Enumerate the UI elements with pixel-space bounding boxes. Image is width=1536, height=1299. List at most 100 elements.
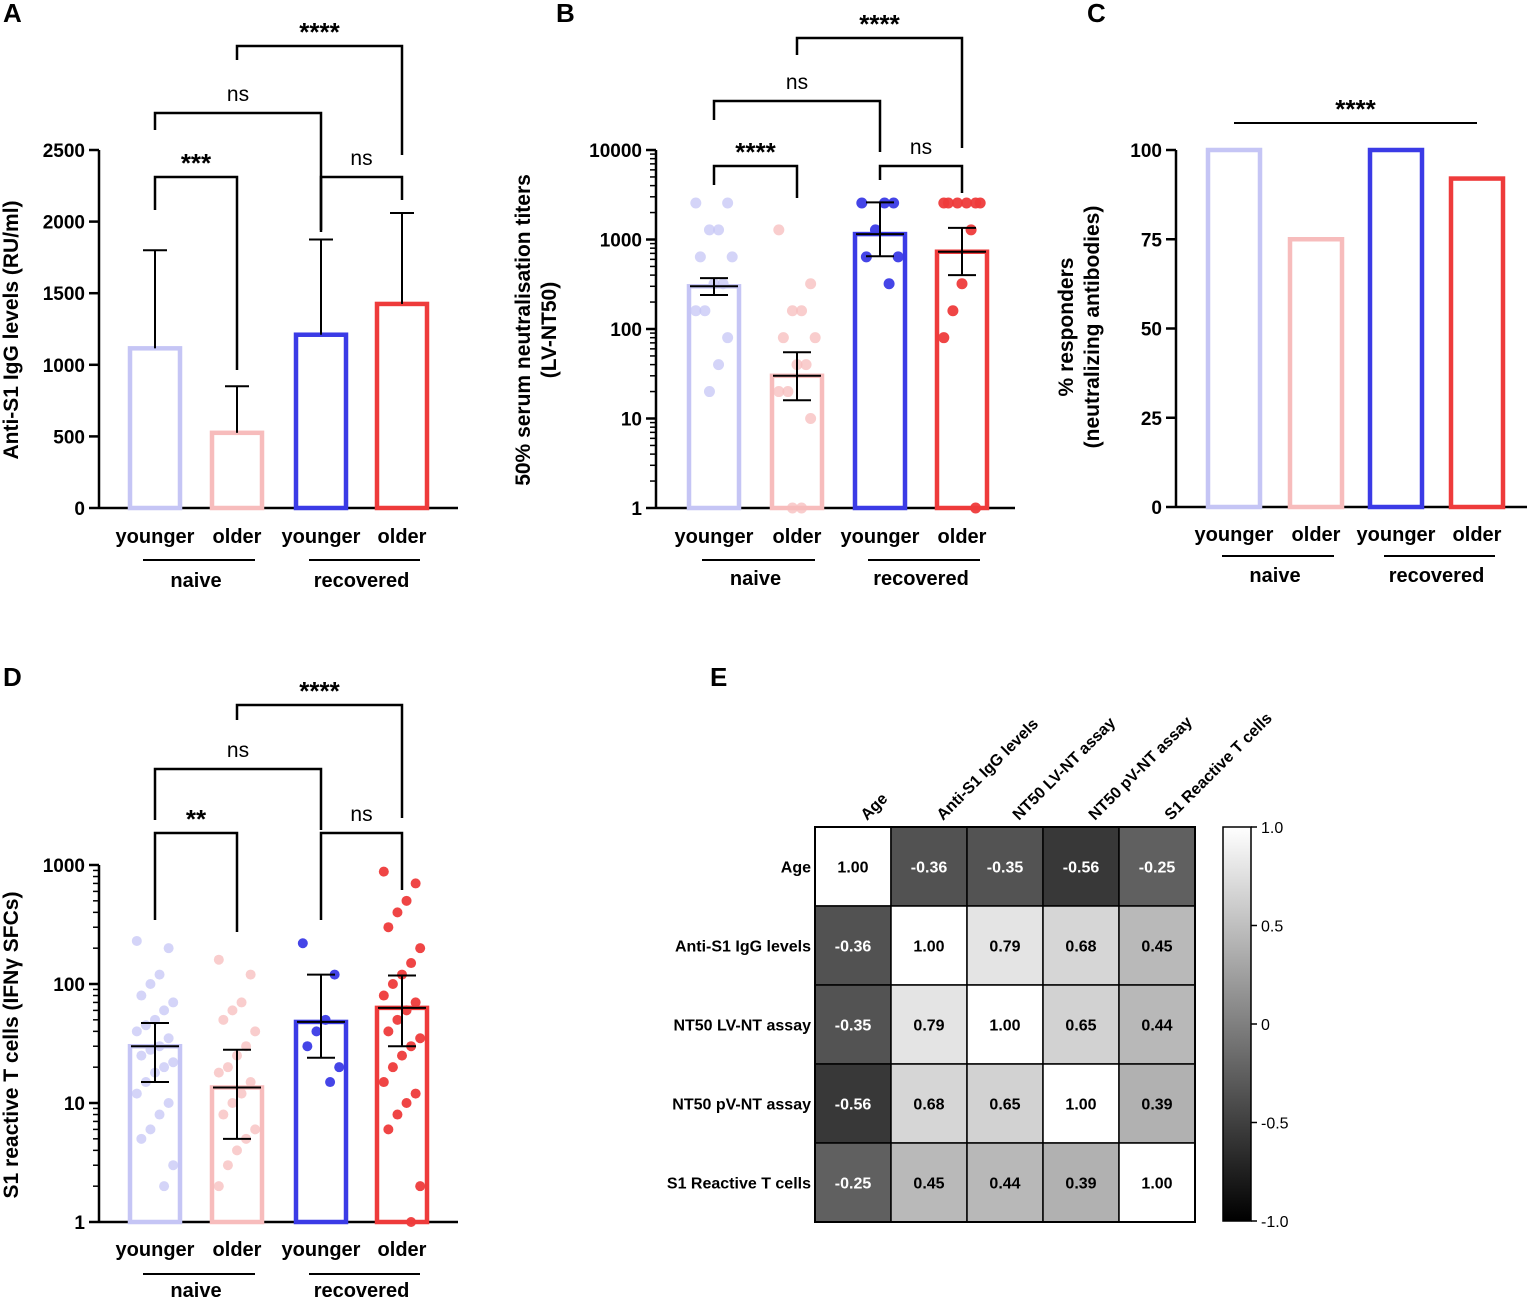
y-tick-label: 1000 — [43, 856, 85, 877]
y-tick-label: 1500 — [43, 284, 85, 305]
y-tick-label: 1 — [74, 1213, 85, 1234]
data-point — [325, 1077, 336, 1088]
data-point — [387, 1062, 398, 1073]
category-label: older — [938, 526, 987, 548]
panel-letter: D — [3, 662, 22, 692]
heatmap-value: -0.56 — [1063, 860, 1100, 877]
bar — [293, 332, 349, 511]
data-point — [392, 1014, 403, 1025]
data-point — [145, 979, 156, 989]
y-axis-title-line2: (neutralizing antibodies) — [1081, 206, 1104, 449]
data-point — [383, 1124, 394, 1135]
data-point — [786, 502, 798, 514]
group-label: naive — [730, 568, 781, 590]
panel-c: C 0 25 50 75 100 % responders (neutralizing ant… — [1055, 0, 1527, 587]
category-label: older — [378, 526, 427, 548]
data-point — [131, 1088, 142, 1099]
heatmap-cell — [1042, 984, 1120, 1065]
panel-letter: B — [556, 0, 575, 28]
heatmap-row-label: NT50 pV-NT assay — [672, 1097, 811, 1114]
heatmap-value: 0.45 — [1141, 939, 1172, 956]
significance-label: ns — [227, 83, 249, 106]
data-point — [777, 332, 789, 344]
heatmap-value: 0.68 — [913, 1097, 944, 1114]
category-label: younger — [282, 526, 361, 548]
heatmap-row-label: Age — [781, 860, 811, 877]
heatmap-row-label: S1 Reactive T cells — [667, 1176, 811, 1193]
significance-bracket — [153, 111, 323, 230]
heatmap-value: -0.25 — [1139, 860, 1176, 877]
heatmap-cell — [890, 826, 968, 907]
data-point — [722, 332, 734, 344]
data-point — [805, 278, 817, 290]
group-label: recovered — [873, 568, 969, 590]
data-point — [703, 224, 715, 236]
data-point — [297, 938, 308, 949]
data-point — [796, 502, 808, 514]
heatmap-value: -0.35 — [987, 860, 1024, 877]
heatmap-value: 0.39 — [1141, 1097, 1172, 1114]
y-tick-label: 100 — [1130, 141, 1162, 162]
data-point — [406, 958, 417, 969]
heatmap-cell — [814, 826, 892, 907]
panel-e: E Age Anti-S1 IgG levels NT50 LV-NT assay NT… — [667, 662, 1289, 1231]
colorbar-tick-label: 0.5 — [1261, 919, 1283, 936]
heatmap-value: 1.00 — [1141, 1176, 1172, 1193]
data-point — [415, 1033, 426, 1044]
data-point — [773, 386, 785, 398]
heatmap-cell — [890, 984, 968, 1065]
heatmap-cell — [1042, 905, 1120, 986]
data-point — [713, 359, 725, 371]
significance-bracket — [319, 175, 404, 232]
data-point — [965, 224, 977, 236]
data-point — [213, 1181, 224, 1192]
significance-label: ns — [786, 71, 808, 94]
data-point — [378, 990, 389, 1001]
heatmap-value: 0.44 — [1141, 1018, 1172, 1035]
panel-b: B 1 10 100 1000 10000 50% serum neutralisation… — [512, 0, 1015, 590]
data-point — [136, 990, 147, 1001]
data-point — [136, 1133, 147, 1144]
data-point — [140, 1020, 151, 1031]
y-tick-label: 10000 — [589, 141, 642, 162]
significance-bracket — [153, 831, 239, 932]
heatmap-border — [814, 826, 1196, 1223]
significance-bracket — [235, 703, 404, 818]
y-tick-label: 2000 — [43, 213, 85, 234]
significance-bracket — [712, 99, 882, 152]
y-tick-label: 500 — [53, 427, 85, 448]
data-point — [401, 1098, 412, 1108]
data-point — [690, 305, 702, 317]
heatmap-cell — [890, 1063, 968, 1144]
heatmap-value: -0.36 — [911, 860, 948, 877]
data-point — [218, 1109, 229, 1120]
heatmap-row-label: NT50 LV-NT assay — [673, 1018, 811, 1035]
category-label: older — [378, 1239, 427, 1261]
data-point — [163, 1033, 174, 1044]
colorbar-tick-label: 0 — [1261, 1017, 1270, 1034]
data-point — [397, 1050, 407, 1061]
group-label: recovered — [1389, 565, 1485, 587]
bar — [374, 301, 430, 511]
heatmap-value: 1.00 — [989, 1018, 1020, 1035]
y-tick-label: 1000 — [43, 356, 85, 377]
category-label: younger — [1357, 524, 1436, 546]
data-point — [168, 1160, 179, 1171]
data-point — [154, 1109, 165, 1120]
y-tick-label: 1000 — [600, 231, 642, 252]
colorbar-tick-label: -1.0 — [1261, 1214, 1289, 1231]
significance-label: ns — [350, 147, 372, 170]
y-tick-label: 1 — [631, 499, 642, 520]
data-point — [232, 1145, 242, 1156]
data-point — [796, 305, 808, 317]
data-point — [245, 1077, 256, 1088]
data-point — [410, 1088, 421, 1099]
data-point — [241, 1041, 252, 1052]
data-point — [159, 1062, 170, 1073]
heatmap-value: -0.35 — [835, 1018, 872, 1035]
data-point — [159, 1181, 170, 1192]
data-point — [218, 1014, 229, 1025]
data-point — [703, 386, 715, 398]
heatmap-value: 1.00 — [1065, 1097, 1096, 1114]
data-point — [131, 1026, 142, 1037]
